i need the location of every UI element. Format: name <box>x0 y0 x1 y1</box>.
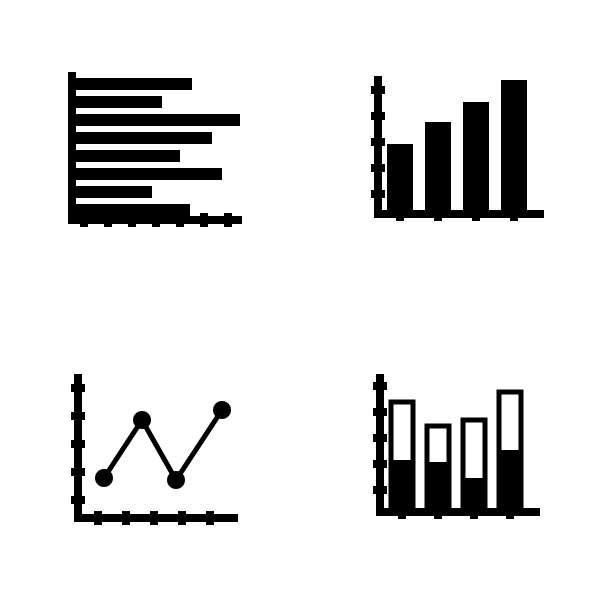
horizontal-bar-chart-icon <box>0 0 300 300</box>
vertical-bar-chart-icon <box>300 0 600 300</box>
stacked-bar-chart-icon <box>300 300 600 600</box>
chart-icon-grid <box>0 0 600 600</box>
line-chart-icon <box>0 300 300 600</box>
